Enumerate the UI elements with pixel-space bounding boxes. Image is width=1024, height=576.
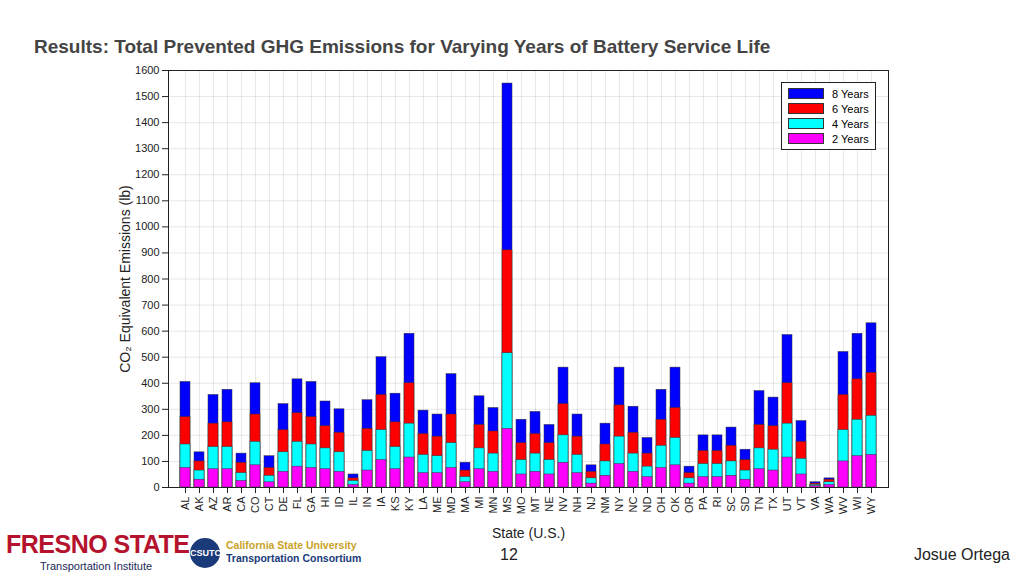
svg-text:WV: WV	[837, 496, 849, 514]
svg-text:300: 300	[141, 403, 159, 415]
svg-text:1000: 1000	[135, 220, 159, 232]
svg-text:UT: UT	[781, 496, 793, 511]
svg-text:CA: CA	[235, 496, 247, 512]
svg-text:700: 700	[141, 299, 159, 311]
svg-text:1600: 1600	[135, 64, 159, 76]
svg-text:FL: FL	[291, 497, 303, 510]
html-text:FRESNO STATE: FRESNO STATE	[6, 530, 190, 558]
html-text:6 Years: 6 Years	[832, 102, 869, 115]
svg-text:AL: AL	[179, 497, 191, 510]
svg-text:WY: WY	[865, 496, 877, 514]
svg-text:SC: SC	[725, 496, 737, 511]
svg-text:900: 900	[141, 246, 159, 258]
svg-text:NC: NC	[627, 496, 639, 512]
svg-text:DE: DE	[277, 497, 289, 512]
html-text:8 Years: 8 Years	[832, 87, 869, 100]
html-text:12: 12	[500, 546, 518, 563]
svg-text:MD: MD	[445, 496, 457, 513]
svg-text:SD: SD	[739, 496, 751, 511]
svg-text:0: 0	[153, 481, 159, 493]
svg-text:CO: CO	[249, 496, 261, 513]
svg-text:NE: NE	[543, 497, 555, 512]
svg-text:600: 600	[141, 325, 159, 337]
svg-text:GA: GA	[305, 496, 317, 513]
svg-text:TN: TN	[753, 496, 765, 511]
svg-text:1500: 1500	[135, 90, 159, 102]
html-text:California State University: California State University	[226, 539, 357, 551]
svg-text:NM: NM	[599, 497, 611, 514]
svg-text:PA: PA	[697, 496, 709, 511]
html-text:4 Years: 4 Years	[832, 117, 869, 130]
svg-text:MN: MN	[487, 496, 499, 513]
svg-text:AK: AK	[193, 496, 205, 511]
html-text:Transportation Institute: Transportation Institute	[40, 560, 153, 572]
svg-text:OK: OK	[669, 496, 681, 513]
svg-text:RI: RI	[711, 497, 723, 508]
svg-text:State (U.S.): State (U.S.)	[492, 525, 565, 541]
svg-text:200: 200	[141, 429, 159, 441]
svg-text:MS: MS	[501, 497, 513, 514]
svg-text:800: 800	[141, 273, 159, 285]
svg-text:MA: MA	[459, 496, 471, 513]
svg-text:HI: HI	[319, 497, 331, 508]
html-text:Results: Total Prevented GHG E: Results: Total Prevented GHG Emissions f…	[34, 36, 771, 57]
svg-text:KS: KS	[389, 497, 401, 512]
svg-text:1100: 1100	[136, 194, 160, 206]
svg-text:400: 400	[141, 377, 159, 389]
svg-text:1400: 1400	[135, 116, 159, 128]
svg-text:500: 500	[141, 351, 159, 363]
svg-text:LA: LA	[417, 496, 429, 510]
svg-text:IL: IL	[347, 497, 359, 506]
svg-text:TX: TX	[767, 496, 779, 511]
svg-text:NH: NH	[571, 496, 583, 512]
svg-text:NJ: NJ	[585, 497, 597, 510]
svg-text:VA: VA	[809, 496, 821, 511]
svg-text:VT: VT	[795, 496, 807, 510]
svg-text:IA: IA	[375, 496, 387, 507]
svg-text:WI: WI	[851, 497, 863, 510]
svg-text:100: 100	[141, 455, 159, 467]
svg-text:NV: NV	[557, 496, 569, 512]
svg-text:WA: WA	[823, 496, 835, 514]
html-text:2 Years: 2 Years	[832, 132, 869, 145]
html-text:CSUTC: CSUTC	[190, 548, 221, 558]
svg-text:CO₂ Equivalent Emissions (lb): CO₂ Equivalent Emissions (lb)	[117, 185, 133, 373]
svg-text:OR: OR	[683, 496, 695, 513]
svg-text:AZ: AZ	[207, 496, 219, 510]
svg-text:ID: ID	[333, 496, 345, 507]
svg-text:MT: MT	[529, 496, 541, 512]
svg-text:IN: IN	[361, 496, 373, 507]
svg-text:ND: ND	[641, 496, 653, 512]
svg-text:CT: CT	[263, 496, 275, 511]
svg-text:1200: 1200	[135, 168, 159, 180]
svg-text:AR: AR	[221, 496, 233, 511]
html-text:Transportation Consortium: Transportation Consortium	[226, 552, 362, 564]
svg-text:KY: KY	[403, 496, 415, 511]
svg-text:ME: ME	[431, 497, 443, 514]
svg-text:1300: 1300	[135, 142, 159, 154]
svg-text:MI: MI	[473, 497, 485, 509]
svg-text:MO: MO	[515, 496, 527, 514]
svg-text:NY: NY	[613, 496, 625, 512]
html-text:Josue Ortega: Josue Ortega	[913, 546, 1010, 563]
svg-text:OH: OH	[655, 496, 667, 513]
